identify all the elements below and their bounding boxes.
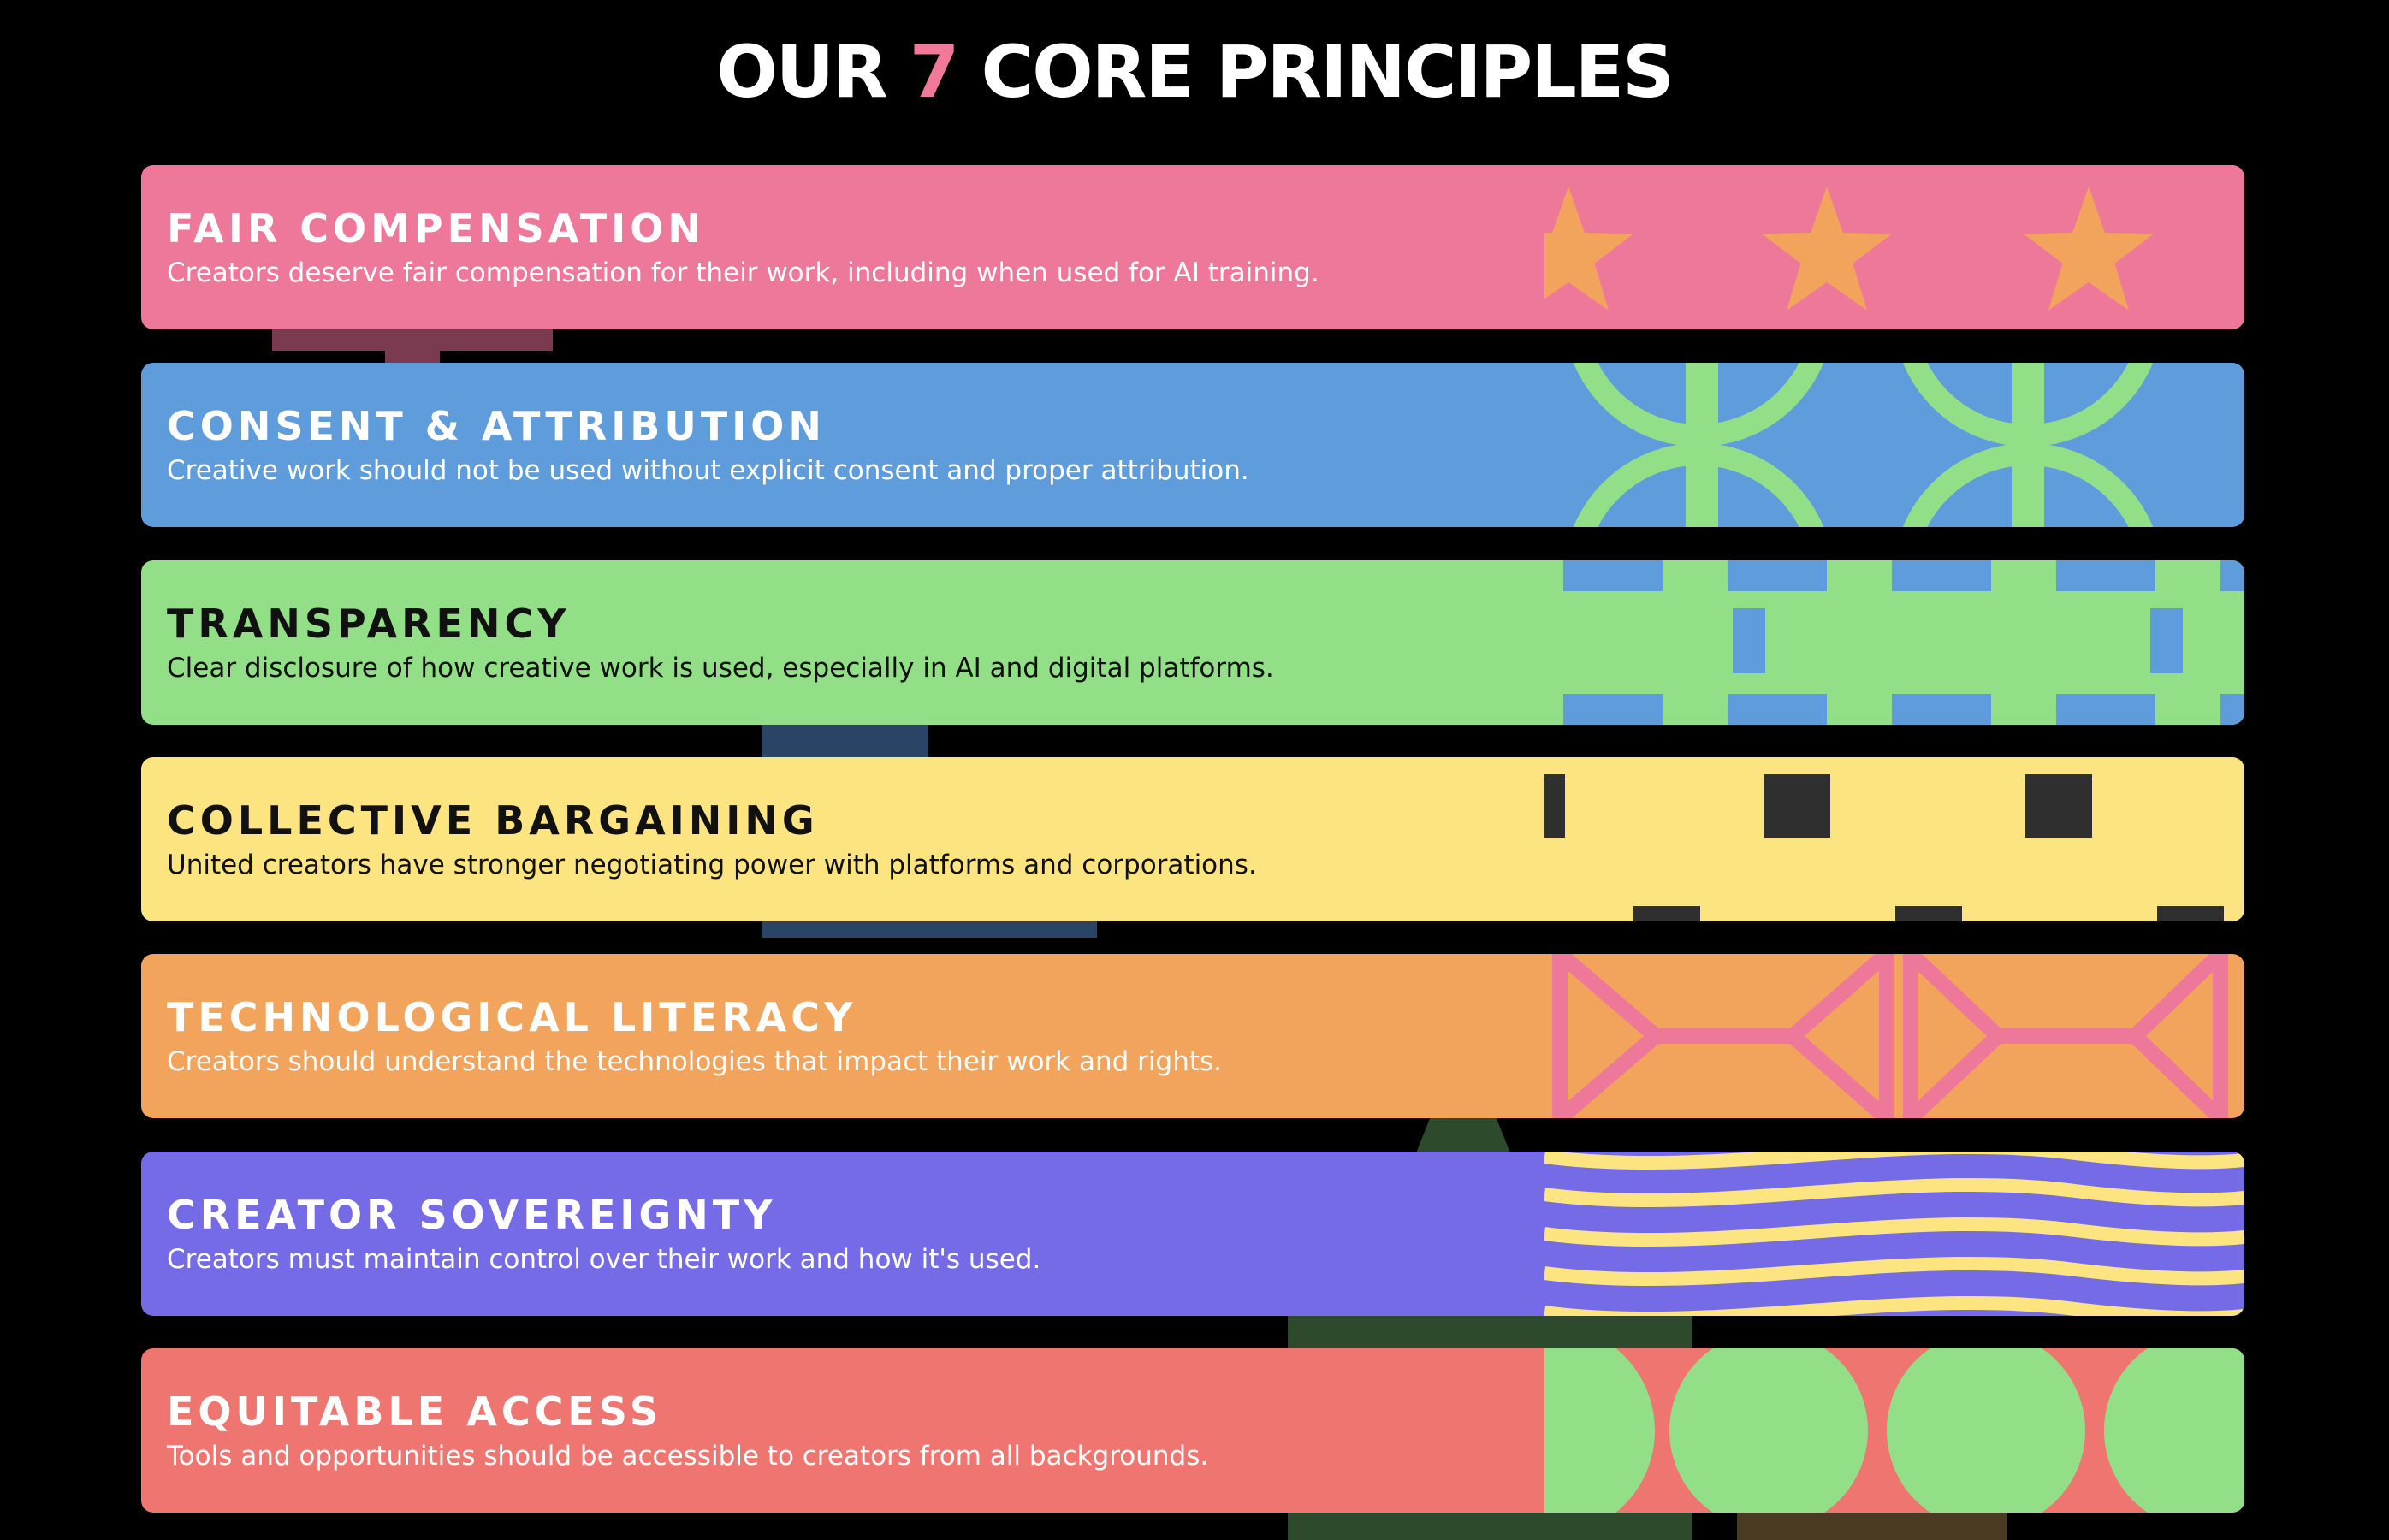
principle-card-technological-literacy: TECHNOLOGICAL LITERACY Creators should u… [141,954,2244,1118]
title-number: 7 [909,30,959,114]
principle-title: CONSENT & ATTRIBUTION [167,403,826,449]
principle-title: COLLECTIVE BARGAINING [167,797,819,844]
principle-card-equitable-access: EQUITABLE ACCESS Tools and opportunities… [141,1348,2244,1513]
star-icon [1544,187,2155,311]
principle-card-collective-bargaining: COLLECTIVE BARGAINING United creators ha… [141,757,2244,921]
principle-card-transparency: TRANSPARENCY Clear disclosure of how cre… [141,560,2244,725]
principle-description: Creative work should not be used without… [167,455,1249,486]
principle-title: CREATOR SOVEREIGNTY [167,1192,777,1238]
lattice-icon [1552,954,2228,1118]
principle-description: Creators should understand the technolog… [167,1046,1223,1077]
principle-title: FAIR COMPENSATION [167,205,705,252]
principle-card-consent-attribution: CONSENT & ATTRIBUTION Creative work shou… [141,363,2244,527]
principle-description: Tools and opportunities should be access… [167,1441,1209,1472]
principle-card-fair-compensation: FAIR COMPENSATION Creators deserve fair … [141,165,2244,329]
principle-description: Creators deserve fair compensation for t… [167,258,1319,288]
grid-icon [1563,560,2244,725]
principle-description: Creators must maintain control over thei… [167,1244,1041,1275]
principle-title: EQUITABLE ACCESS [167,1389,662,1435]
square-blocks-icon [1544,774,2224,921]
title-prefix: OUR [716,30,910,114]
wave-icon [1544,1152,2244,1316]
circle-icon [1544,1348,2244,1513]
principle-card-creator-sovereignty: CREATOR SOVEREIGNTY Creators must mainta… [141,1152,2244,1316]
title-suffix: CORE PRINCIPLES [957,30,1675,114]
principle-title: TECHNOLOGICAL LITERACY [167,994,857,1040]
principle-description: Clear disclosure of how creative work is… [167,653,1274,684]
principle-title: TRANSPARENCY [167,601,571,647]
principle-description: United creators have stronger negotiatin… [167,850,1257,880]
page-title: OUR 7 CORE PRINCIPLES [0,29,2389,115]
bg-shape-maroon-stem [385,342,440,364]
chain-link-icon [1573,363,2154,527]
